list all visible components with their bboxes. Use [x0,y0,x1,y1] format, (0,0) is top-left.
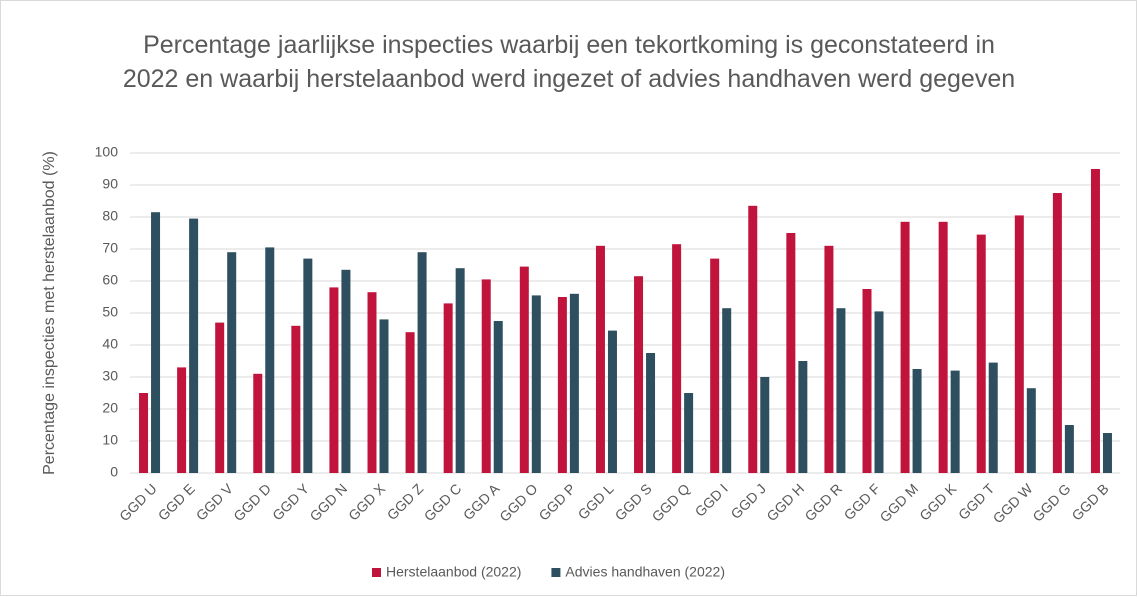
bar [595,245,605,473]
x-tick-label: GGD S [612,480,655,523]
y-tick-label: 60 [102,272,118,288]
bar [291,325,301,473]
y-tick-label: 20 [102,400,118,416]
bar [329,287,339,473]
bar [1102,433,1112,473]
x-tick-label: GGD X [345,480,389,524]
bar [710,258,720,473]
bar [1026,388,1036,473]
bar [227,252,237,473]
bar [950,370,960,473]
bar [139,393,149,473]
bar [912,369,922,473]
x-tick-label: GGD F [841,480,884,523]
bar [303,258,313,473]
bar [405,332,415,473]
bar [455,268,465,473]
bar [722,308,732,473]
y-tick-label: 30 [102,368,118,384]
bar [1014,215,1024,473]
y-tick-label: 0 [110,464,118,480]
bar [265,247,275,473]
y-tick-label: 50 [102,304,118,320]
bar [938,221,948,473]
y-tick-label: 100 [95,144,119,160]
bar [481,279,491,473]
x-tick-label: GGD Y [269,480,313,524]
x-tick-label: GGD H [763,480,807,524]
x-tick-label: GGD R [801,480,845,524]
bar [1064,425,1074,473]
bar [760,377,770,473]
bar [874,311,884,473]
y-tick-label: 10 [102,432,118,448]
bar [177,367,187,473]
x-tick-label: GGD E [155,480,198,523]
bar [836,308,846,473]
x-tick-label: GGD Z [384,480,427,523]
x-tick-label: GGD I [692,480,731,519]
x-tick-label: GGD B [1068,480,1111,523]
x-tick-label: GGD Q [649,480,693,524]
x-tick-label: GGD K [916,480,960,524]
bar [519,266,529,473]
bar [569,293,579,473]
bar [646,353,656,473]
bar [786,233,796,473]
bar [151,212,161,473]
x-tick-label: GGD V [193,480,237,524]
x-tick-label: GGD N [306,480,350,524]
bar [607,330,617,473]
x-tick-label: GGD D [230,480,274,524]
bar [367,292,377,473]
bar [215,322,225,473]
x-tick-label: GGD C [421,480,465,524]
x-tick-label: GGD U [116,480,160,524]
y-tick-label: 70 [102,240,118,256]
x-tick-label: GGD A [460,480,503,523]
bar [672,244,682,473]
legend-swatch [372,568,381,577]
x-tick-label: GGD J [727,480,769,522]
bar [976,234,986,473]
x-tick-label: GGD W [990,480,1037,527]
x-tick-label: GGD L [575,480,617,522]
x-tick-label: GGD O [496,480,540,524]
bar [253,373,263,473]
bar [443,303,453,473]
x-tick-label: GGD G [1029,480,1073,524]
y-tick-label: 90 [102,176,118,192]
bar [684,393,694,473]
bar [417,252,427,473]
bar [557,297,567,473]
x-tick-label: GGD P [535,480,578,523]
y-axis-label: Percentage inspecties met herstelaanbod … [41,151,58,475]
y-tick-label: 40 [102,336,118,352]
legend-label: Herstelaanbod (2022) [386,564,521,580]
bar [798,361,808,473]
bar [341,269,351,473]
x-tick-label: GGD M [876,480,921,525]
bar [1090,169,1100,473]
bar [824,245,834,473]
bar [862,289,872,473]
bar [493,321,503,473]
bar [634,276,644,473]
bar [379,319,389,473]
legend-swatch [551,568,561,577]
chart-title: Percentage jaarlijkse inspecties waarbij… [122,31,1016,93]
bar [900,221,910,473]
legend-label: Advies handhaven (2022) [565,564,725,580]
bar [1052,193,1062,473]
bar [988,362,998,473]
bar [748,205,758,474]
bar [531,295,541,473]
y-tick-label: 80 [102,208,118,224]
bar [189,218,199,473]
